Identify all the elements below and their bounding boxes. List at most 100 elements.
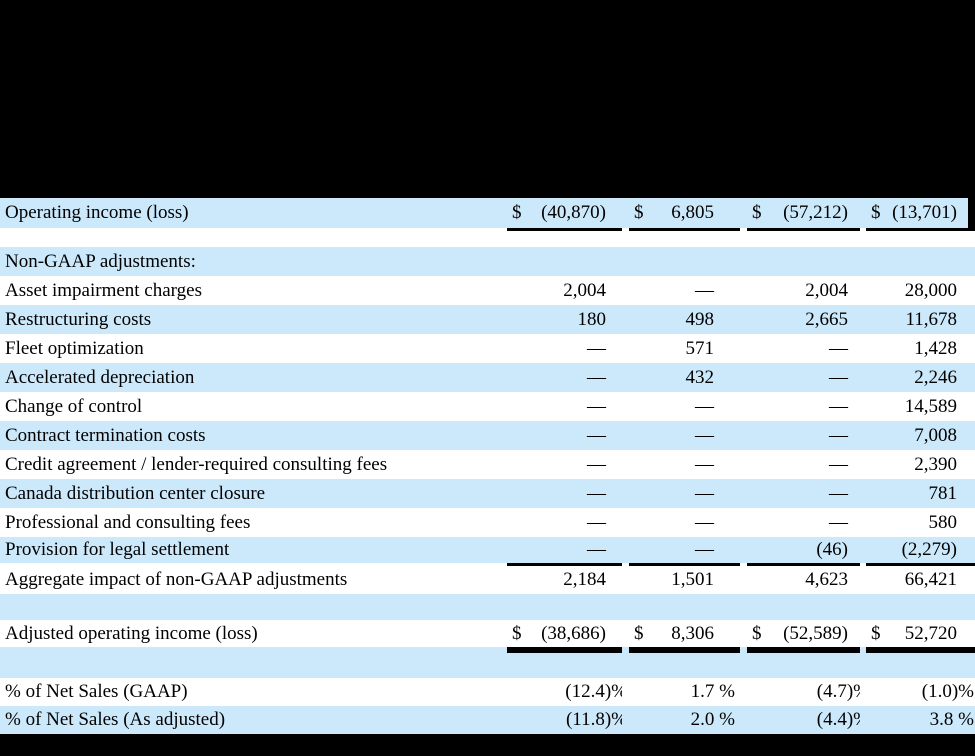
spacer-row — [0, 231, 975, 247]
cell-value: 432 — [629, 363, 740, 392]
column-gap — [622, 706, 629, 734]
value-text: 2,004 — [805, 279, 848, 301]
cell-value: 180 — [507, 305, 622, 334]
value-text: 2,665 — [805, 308, 848, 330]
table-row: Restructuring costs 180 498 2,665 11,678 — [0, 305, 975, 334]
column-gap — [740, 706, 747, 734]
redacted-header-block — [0, 0, 975, 198]
column-gap — [740, 479, 747, 508]
cell-value: — — [629, 450, 740, 479]
cell-value: — — [507, 450, 622, 479]
column-gap — [860, 334, 866, 363]
cell-value: $8,306 — [629, 620, 740, 653]
row-label: Aggregate impact of non-GAAP adjustments — [5, 569, 348, 590]
cell-value: 2,004 — [507, 276, 622, 305]
cell-value: — — [747, 392, 860, 421]
cell-value: (4.4)% — [747, 706, 869, 734]
value-text: 498 — [685, 308, 715, 330]
section-header-row: Non-GAAP adjustments: — [0, 247, 975, 276]
value-text: — — [695, 395, 714, 417]
cell-value: (46) — [747, 537, 860, 566]
cell-value: 7,008 — [866, 421, 975, 450]
cell-value: — — [629, 479, 740, 508]
column-gap — [860, 508, 866, 537]
column-gap — [740, 450, 747, 479]
column-gap — [860, 620, 866, 647]
column-gap — [622, 508, 629, 537]
cell-value: (12.4)% — [507, 678, 627, 706]
row-label: Adjusted operating income (loss) — [5, 622, 258, 644]
right-edge-black-strip — [968, 198, 975, 231]
table-row: Accelerated depreciation — 432 — 2,246 — [0, 363, 975, 392]
row-label: Canada distribution center closure — [5, 482, 266, 504]
cell-value: (2,279) — [866, 537, 975, 566]
row-label-cell: Canada distribution center closure — [0, 479, 507, 508]
cell-value: 571 — [629, 334, 740, 363]
table-row: Contract termination costs — — — 7,008 — [0, 421, 975, 450]
dollar-sign: $ — [512, 622, 522, 644]
table-row: % of Net Sales (As adjusted) (11.8)% 2.0 %… — [0, 706, 975, 734]
cell-value: 2,665 — [747, 305, 860, 334]
cell-value: 2.0 % — [629, 706, 740, 734]
cell-value: — — [747, 450, 860, 479]
table-row: Asset impairment charges 2,004 — 2,004 28,00… — [0, 276, 975, 305]
column-gap — [860, 706, 866, 734]
cell-value: $ (38,686) — [507, 620, 622, 653]
cell-value: — — [507, 363, 622, 392]
table-row: % of Net Sales (GAAP) (12.4)% 1.7 % (4.7)% (… — [0, 678, 975, 706]
value-text: — — [587, 424, 606, 446]
row-label: Change of control — [5, 395, 143, 417]
row-label: Non-GAAP adjustments: — [5, 250, 196, 272]
column-gap — [860, 678, 866, 706]
row-label-cell: Asset impairment charges — [0, 276, 507, 305]
column-gap — [860, 363, 866, 392]
value-text: 580 — [928, 511, 958, 533]
value-text: (4.4)% — [816, 709, 869, 730]
value-text: 6,805 — [671, 202, 714, 223]
cell-value: — — [629, 392, 740, 421]
row-label: Fleet optimization — [5, 337, 144, 359]
value-text: 2,246 — [914, 366, 957, 388]
value-text: (1.0)% — [921, 681, 974, 702]
value-text: — — [587, 395, 606, 417]
cell-value: (11.8)% — [507, 706, 627, 734]
value-text: — — [829, 511, 848, 533]
column-gap — [622, 392, 629, 421]
table-row: Fleet optimization — 571 — 1,428 — [0, 334, 975, 363]
column-gap — [740, 198, 747, 228]
cell-value: 498 — [629, 305, 740, 334]
column-gap — [622, 198, 629, 228]
value-text: — — [829, 424, 848, 446]
value-text: 432 — [685, 366, 715, 388]
value-text: — — [587, 366, 606, 388]
cell-value: 1,428 — [866, 334, 975, 363]
cell-value: 1,501 — [629, 566, 740, 594]
table-row: Adjusted operating income (loss) $ (38,686… — [0, 620, 975, 653]
value-text: — — [695, 482, 714, 504]
row-label-cell: Operating income (loss) — [0, 198, 507, 228]
row-label-cell: Professional and consulting fees — [0, 508, 507, 537]
table-row: Provision for legal settlement — — (46) (2,2… — [0, 537, 975, 566]
value-text: — — [587, 511, 606, 533]
value-text: 8,306 — [671, 622, 714, 644]
column-gap — [860, 421, 866, 450]
cell-value: 580 — [866, 508, 975, 537]
row-label-cell: % of Net Sales (As adjusted) — [0, 706, 507, 734]
cell-value: (1.0)% — [866, 678, 975, 706]
row-label: Professional and consulting fees — [5, 511, 251, 533]
value-text: (12.4)% — [565, 681, 627, 702]
column-gap — [860, 537, 866, 563]
cell-value: (4.7)% — [747, 678, 869, 706]
cell-value: $ (40,870) — [507, 198, 622, 231]
column-gap — [622, 620, 629, 647]
cell-value: 3.8 % — [866, 706, 975, 734]
column-gap — [860, 276, 866, 305]
column-gap — [740, 537, 747, 563]
cell-value: 1.7 % — [629, 678, 740, 706]
column-gap — [622, 334, 629, 363]
non-gaap-reconciliation-table: Operating income (loss) $ (40,870) $6,805 $(… — [0, 198, 975, 734]
value-text: (52,589) — [783, 622, 848, 644]
column-gap — [622, 363, 629, 392]
value-text: — — [695, 539, 714, 560]
column-gap — [740, 363, 747, 392]
